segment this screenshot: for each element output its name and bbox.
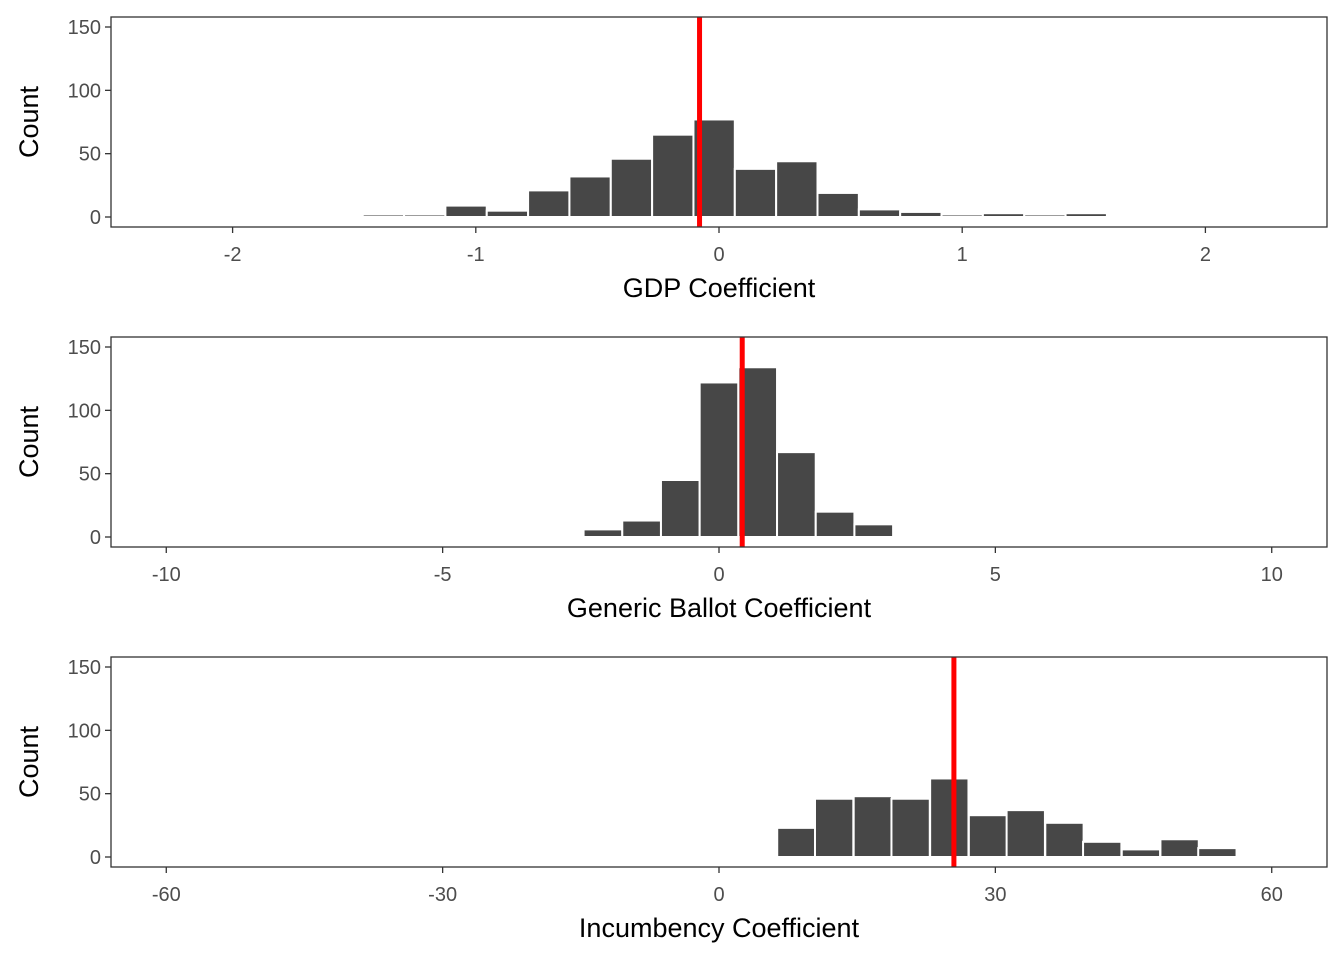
- x-tick-label-generic-ballot-2: 0: [713, 564, 724, 586]
- x-axis-title-gdp: GDP Coefficient: [623, 273, 816, 303]
- x-tick-label-generic-ballot-4: 10: [1261, 564, 1283, 586]
- bar-incumbency-2: [813, 797, 855, 859]
- bar-gdp-8: [609, 157, 654, 219]
- bar-gdp-16: [940, 213, 984, 218]
- bar-generic-ballot-4: [737, 366, 779, 538]
- bar-incumbency-12: [1197, 847, 1238, 859]
- bar-gdp-14: [857, 208, 902, 218]
- y-tick-label-generic-ballot-1: 50: [79, 464, 101, 486]
- x-tick-label-gdp-3: 1: [957, 244, 968, 266]
- bar-generic-ballot-1: [621, 519, 662, 538]
- bar-gdp-0: [279, 214, 323, 219]
- bar-gdp-15: [899, 210, 943, 219]
- x-axis-title-generic-ballot: Generic Ballot Coefficient: [567, 593, 872, 623]
- x-tick-label-incumbency-1: -30: [428, 884, 457, 906]
- bar-generic-ballot-6: [814, 510, 856, 538]
- y-axis-title-generic-ballot: Count: [14, 405, 44, 478]
- x-tick-label-incumbency-0: -60: [152, 884, 181, 906]
- bar-incumbency-1: [776, 826, 817, 858]
- bar-gdp-17: [981, 212, 1026, 218]
- x-axis-title-incumbency: Incumbency Coefficient: [579, 913, 860, 943]
- x-tick-label-generic-ballot-0: -10: [152, 564, 181, 586]
- x-tick-label-incumbency-3: 30: [984, 884, 1006, 906]
- y-tick-label-incumbency-3: 150: [68, 657, 101, 679]
- bar-gdp-5: [485, 209, 530, 219]
- bar-gdp-11: [733, 167, 778, 219]
- x-tick-label-gdp-2: 0: [713, 244, 724, 266]
- x-tick-label-gdp-1: -1: [467, 244, 485, 266]
- bar-gdp-1: [320, 214, 364, 219]
- y-tick-label-gdp-3: 150: [68, 17, 101, 39]
- bars-incumbency: [737, 777, 1238, 859]
- panel-gdp: 0 50 100 150 -2 -1 0 1 2 GDP Coefficient Count: [14, 16, 1328, 303]
- bar-gdp-4: [444, 204, 488, 219]
- bar-generic-ballot-5: [776, 451, 817, 538]
- bar-incumbency-8: [1044, 821, 1085, 858]
- bar-gdp-6: [527, 189, 571, 218]
- x-tick-label-gdp-4: 2: [1200, 244, 1211, 266]
- bar-generic-ballot-0: [582, 528, 624, 539]
- bar-gdp-18: [1023, 213, 1067, 218]
- bar-gdp-2: [361, 213, 406, 218]
- x-tick-label-generic-ballot-1: -5: [434, 564, 452, 586]
- bar-gdp-7: [568, 175, 612, 218]
- bar-generic-ballot-3: [698, 381, 740, 539]
- x-tick-label-gdp-0: -2: [224, 244, 242, 266]
- bar-incumbency-10: [1120, 848, 1162, 859]
- y-tick-label-incumbency-2: 100: [68, 720, 101, 742]
- bar-incumbency-6: [967, 814, 1009, 859]
- panel-generic-ballot: 0 50 100 150 -10 -5 0 5 10 Generic Ballot Coeffic…: [14, 336, 1328, 623]
- bar-incumbency-3: [852, 795, 894, 859]
- y-tick-label-incumbency-1: 50: [79, 784, 101, 806]
- y-tick-label-gdp-1: 50: [79, 144, 101, 166]
- y-tick-label-gdp-2: 100: [68, 80, 101, 102]
- x-tick-label-incumbency-4: 60: [1261, 884, 1283, 906]
- bar-incumbency-5: [929, 777, 970, 859]
- y-axis-title-gdp: Count: [14, 85, 44, 158]
- x-tick-label-generic-ballot-3: 5: [990, 564, 1001, 586]
- y-tick-label-generic-ballot-0: 0: [90, 527, 101, 549]
- bar-gdp-19: [1064, 212, 1108, 218]
- bar-gdp-3: [403, 213, 447, 218]
- bar-incumbency-0: [737, 854, 778, 859]
- y-tick-label-incumbency-0: 0: [90, 847, 101, 869]
- y-axis-title-incumbency: Count: [14, 725, 44, 798]
- bar-gdp-12: [775, 160, 819, 218]
- bar-generic-ballot-7: [853, 523, 895, 538]
- bar-gdp-9: [651, 133, 695, 219]
- bar-generic-ballot-2: [659, 479, 701, 538]
- bar-incumbency-11: [1159, 838, 1200, 858]
- panel-incumbency: 0 50 100 150 -60 -30 0 30 60 Incumbency Coefficie…: [14, 656, 1328, 943]
- bars-generic-ballot: [582, 366, 895, 539]
- x-tick-label-incumbency-2: 0: [713, 884, 724, 906]
- bar-gdp-13: [816, 191, 860, 218]
- y-tick-label-generic-ballot-3: 150: [68, 337, 101, 359]
- bar-incumbency-4: [890, 797, 931, 859]
- bar-incumbency-7: [1005, 809, 1046, 859]
- bar-incumbency-9: [1082, 840, 1123, 858]
- y-tick-label-generic-ballot-2: 100: [68, 400, 101, 422]
- y-tick-label-gdp-0: 0: [90, 207, 101, 229]
